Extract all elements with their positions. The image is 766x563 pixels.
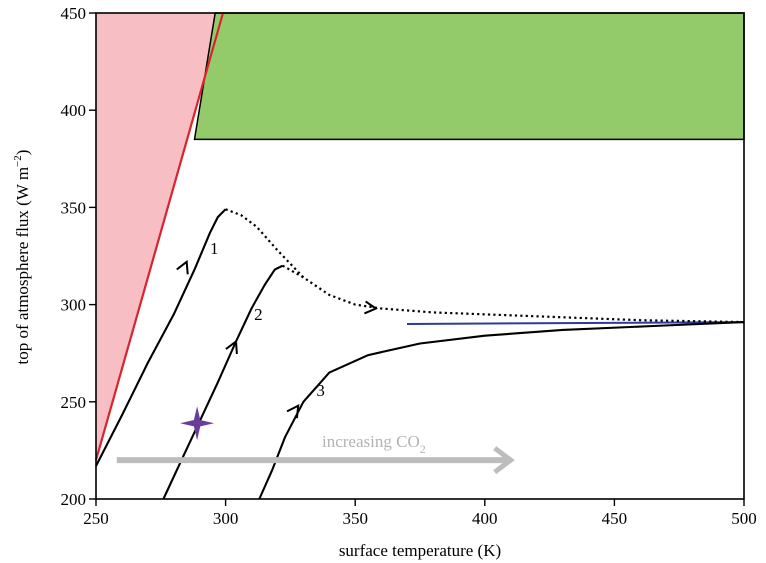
curve-2-label: 2 xyxy=(254,305,263,324)
x-tick-label: 250 xyxy=(83,509,109,528)
curve-2-solid xyxy=(162,264,284,500)
y-tick-label: 200 xyxy=(61,490,87,509)
curve-3-label: 3 xyxy=(316,381,325,400)
y-tick-label: 250 xyxy=(61,393,87,412)
x-tick-label: 400 xyxy=(472,509,498,528)
curve-1-dotted xyxy=(225,208,745,324)
x-tick-label: 450 xyxy=(602,509,628,528)
y-axis-label: top of atmosphere flux (W m−2) xyxy=(12,150,32,365)
y-axis-label-sup: −2 xyxy=(12,155,24,167)
x-tick-label: 300 xyxy=(213,509,239,528)
x-axis-label: surface temperature (K) xyxy=(339,541,501,560)
co2-annotation-label: increasing CO2 xyxy=(322,432,426,456)
curve-1-label: 1 xyxy=(210,239,219,258)
co2-annotation-text: increasing CO xyxy=(322,432,420,451)
star-marker xyxy=(180,406,215,441)
curve-1-solid xyxy=(95,208,227,467)
regions xyxy=(94,12,745,461)
y-axis-label-main: top of atmosphere flux (W m xyxy=(13,167,32,365)
curve-3-solid xyxy=(258,321,745,500)
y-tick-label: 350 xyxy=(61,198,87,217)
curve-2-dotted xyxy=(282,264,304,279)
curve-3-arrow-1 xyxy=(286,403,300,419)
co2-arrow-head xyxy=(493,446,515,475)
red-region-boundary xyxy=(94,12,225,461)
curve-2-arrow-1 xyxy=(225,339,238,355)
x-tick-label: 500 xyxy=(731,509,757,528)
curve-1-arrow-1 xyxy=(176,259,189,275)
x-tick-label: 350 xyxy=(342,509,368,528)
y-axis-label-close: ) xyxy=(13,150,32,156)
green-region xyxy=(193,12,745,141)
blue-line xyxy=(406,321,745,325)
y-tick-label: 450 xyxy=(61,4,87,23)
marks: 1 2 3 xyxy=(116,239,515,475)
plot-frame xyxy=(95,12,745,500)
curve-1-arrow-2 xyxy=(364,300,378,315)
y-tick-label: 300 xyxy=(61,296,87,315)
y-tick-label: 400 xyxy=(61,101,87,120)
co2-annotation-sub: 2 xyxy=(420,442,426,456)
